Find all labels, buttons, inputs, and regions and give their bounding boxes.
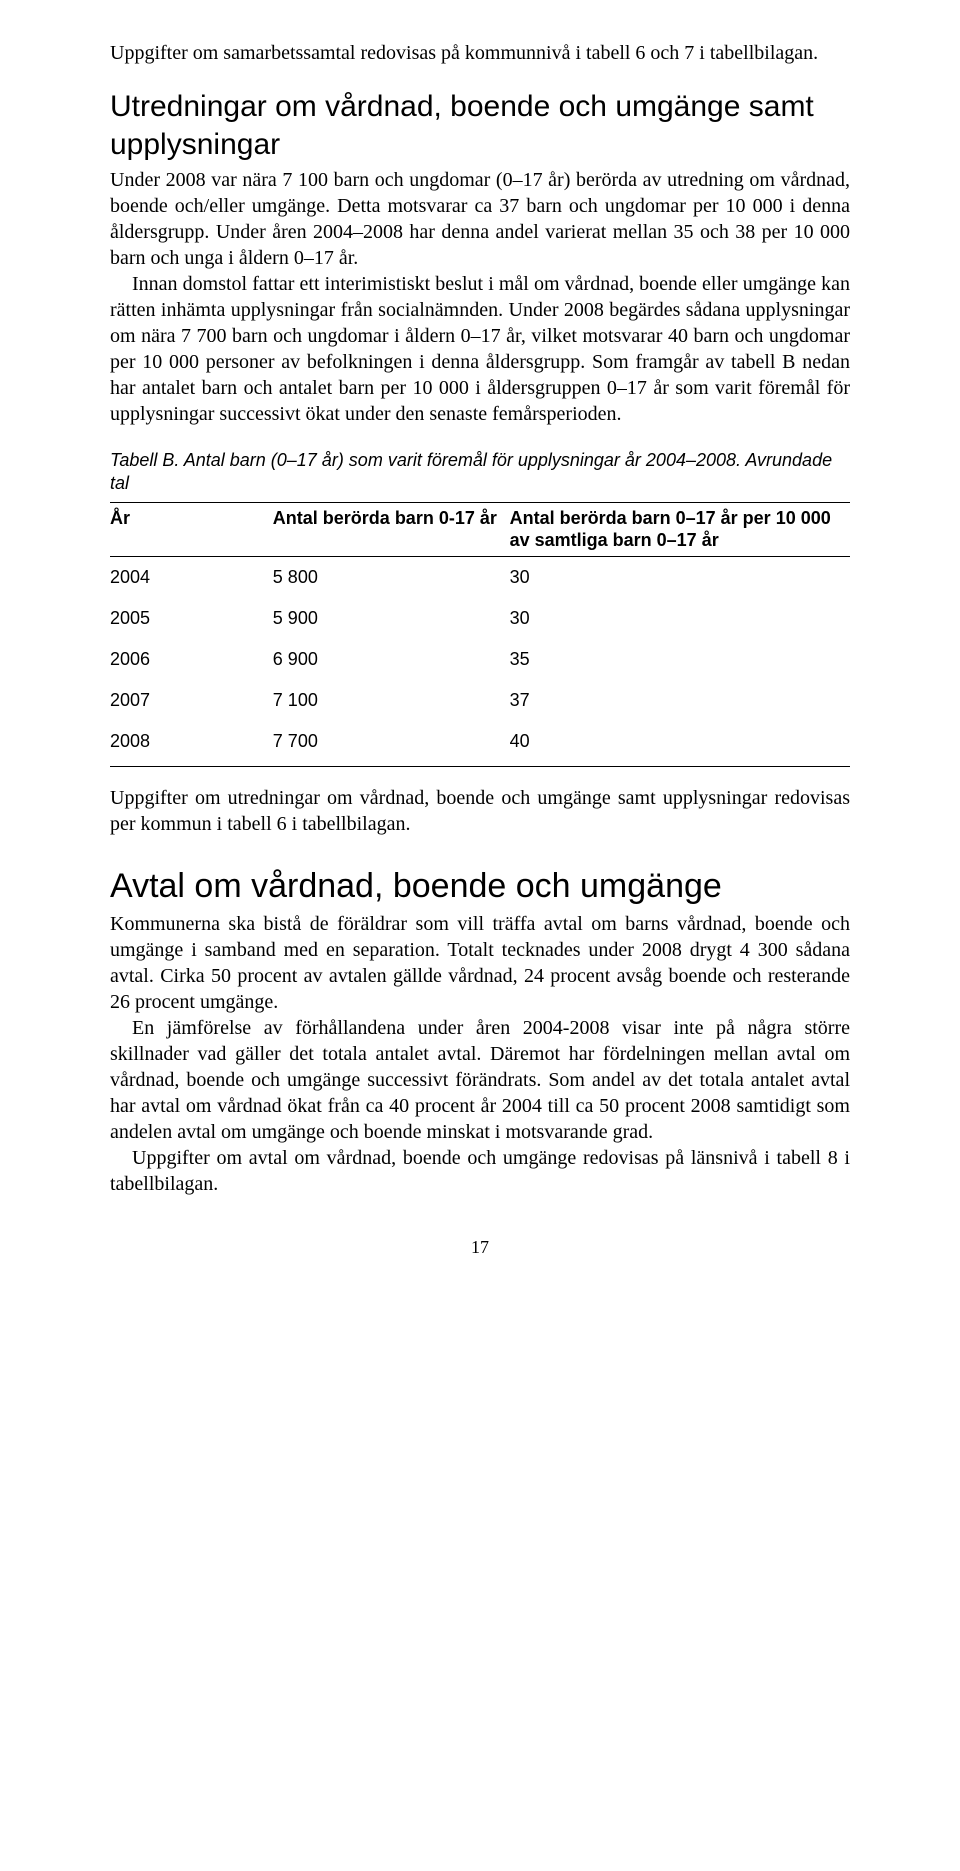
cell-per10000: 30 bbox=[510, 598, 850, 639]
cell-year: 2004 bbox=[110, 556, 273, 598]
body-paragraph: En jämförelse av förhållandena under åre… bbox=[110, 1015, 850, 1145]
cell-per10000: 30 bbox=[510, 556, 850, 598]
cell-count: 6 900 bbox=[273, 639, 510, 680]
cell-year: 2008 bbox=[110, 721, 273, 767]
cell-count: 5 900 bbox=[273, 598, 510, 639]
table-row: 2005 5 900 30 bbox=[110, 598, 850, 639]
body-paragraph: Kommunerna ska bistå de föräldrar som vi… bbox=[110, 911, 850, 1015]
cell-count: 7 700 bbox=[273, 721, 510, 767]
table-header-count: Antal berörda barn 0-17 år bbox=[273, 502, 510, 556]
cell-count: 7 100 bbox=[273, 680, 510, 721]
intro-paragraph: Uppgifter om samarbetssamtal redovisas p… bbox=[110, 40, 850, 66]
cell-per10000: 37 bbox=[510, 680, 850, 721]
table-row: 2006 6 900 35 bbox=[110, 639, 850, 680]
table-row: 2004 5 800 30 bbox=[110, 556, 850, 598]
cell-per10000: 35 bbox=[510, 639, 850, 680]
table-header-year: År bbox=[110, 502, 273, 556]
table-row: 2007 7 100 37 bbox=[110, 680, 850, 721]
body-paragraph: Uppgifter om utredningar om vårdnad, boe… bbox=[110, 785, 850, 837]
body-paragraph: Innan domstol fattar ett interimistiskt … bbox=[110, 271, 850, 427]
table-header-per10000: Antal berörda barn 0–17 år per 10 000 av… bbox=[510, 502, 850, 556]
section-heading-utredningar: Utredningar om vårdnad, boende och umgän… bbox=[110, 88, 850, 163]
cell-count: 5 800 bbox=[273, 556, 510, 598]
cell-per10000: 40 bbox=[510, 721, 850, 767]
table-caption: Tabell B. Antal barn (0–17 år) som varit… bbox=[110, 449, 850, 496]
table-b: År Antal berörda barn 0-17 år Antal berö… bbox=[110, 502, 850, 767]
cell-year: 2005 bbox=[110, 598, 273, 639]
cell-year: 2006 bbox=[110, 639, 273, 680]
cell-year: 2007 bbox=[110, 680, 273, 721]
section-heading-avtal: Avtal om vårdnad, boende och umgänge bbox=[110, 865, 850, 908]
body-paragraph: Under 2008 var nära 7 100 barn och ungdo… bbox=[110, 167, 850, 271]
page-number: 17 bbox=[110, 1237, 850, 1258]
body-paragraph: Uppgifter om avtal om vårdnad, boende oc… bbox=[110, 1145, 850, 1197]
document-page: Uppgifter om samarbetssamtal redovisas p… bbox=[0, 0, 960, 1318]
table-row: 2008 7 700 40 bbox=[110, 721, 850, 767]
table-header-row: År Antal berörda barn 0-17 år Antal berö… bbox=[110, 502, 850, 556]
